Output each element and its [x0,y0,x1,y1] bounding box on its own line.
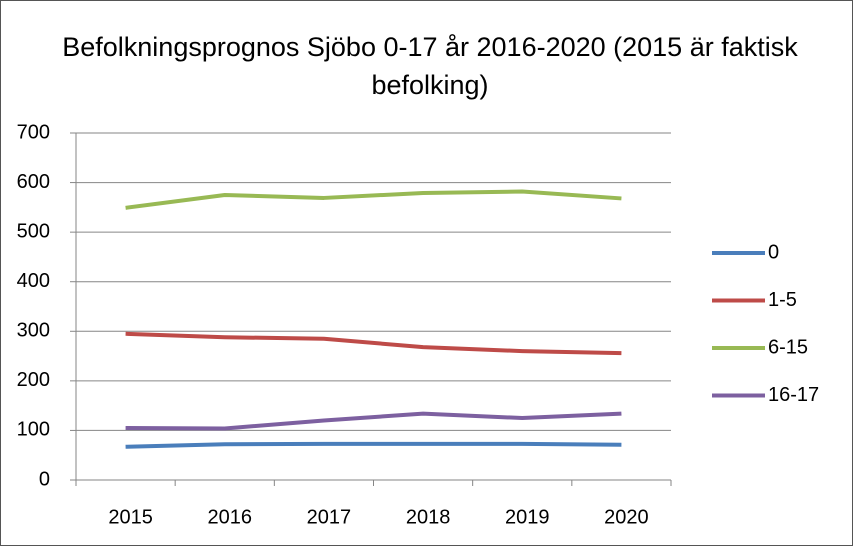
legend-label: 16-17 [768,384,819,406]
y-tick-label: 600 [17,171,50,193]
series-line [125,331,622,356]
y-tick-label: 0 [39,468,50,490]
x-tick-label: 2020 [604,506,649,528]
legend-label: 1-5 [768,289,797,311]
x-tick-label: 2016 [208,506,253,528]
x-tick-label: 2019 [505,506,550,528]
y-tick-label: 400 [17,270,50,292]
y-tick-label: 200 [17,369,50,391]
y-tick-label: 700 [17,121,50,143]
y-tick-label: 100 [17,419,50,441]
x-tick-label: 2017 [307,506,352,528]
x-tick-label: 2018 [406,506,451,528]
series-line [125,441,622,449]
chart-title: Befolkningsprognos Sjöbo 0-17 år 2016-20… [62,32,798,100]
x-tick-label: 2015 [108,506,153,528]
series-line [125,411,622,431]
series-line [125,189,622,210]
legend-label: 0 [768,241,779,263]
y-tick-label: 500 [17,220,50,242]
legend-label: 6-15 [768,336,808,358]
y-tick-label: 300 [17,320,50,342]
